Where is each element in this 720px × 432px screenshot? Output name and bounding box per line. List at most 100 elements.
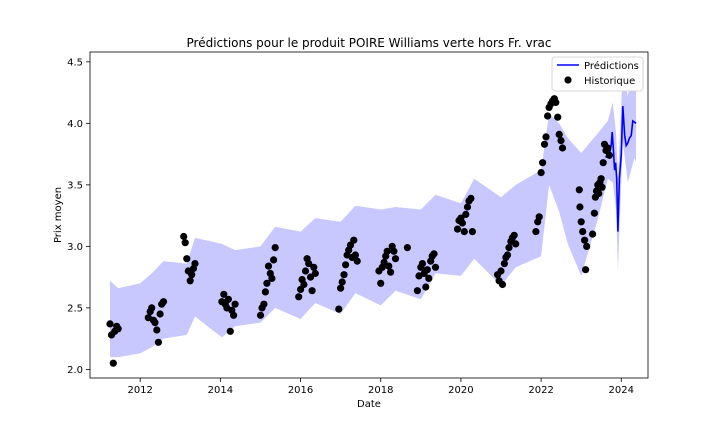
history-point [463, 203, 472, 211]
history-point [595, 189, 603, 198]
history-point [114, 325, 122, 333]
history-point [498, 280, 507, 289]
history-point [256, 311, 265, 319]
history-point [263, 279, 271, 287]
history-point [351, 251, 359, 259]
history-point [181, 239, 189, 247]
history-point [577, 218, 585, 226]
history-point [590, 209, 599, 217]
history-point [542, 133, 550, 141]
history-point [335, 305, 343, 313]
history-point [106, 320, 114, 328]
legend-label-predictions: Prédictions [584, 60, 639, 72]
history-point [555, 130, 563, 138]
history-point [390, 247, 398, 255]
prediction-line [605, 106, 637, 232]
history-point [191, 260, 199, 268]
history-point [310, 263, 318, 271]
history-point [180, 232, 188, 241]
history-point [300, 280, 308, 289]
history-point [539, 159, 547, 167]
history-point [403, 244, 411, 252]
history-point [387, 268, 395, 276]
x-tick-label: 2022 [528, 385, 553, 396]
history-point [264, 262, 273, 270]
history-point [377, 279, 385, 287]
history-point [305, 260, 313, 268]
x-tick-label: 2024 [609, 385, 634, 396]
y-axis-title: Prix moyen [53, 187, 64, 243]
history-point [109, 359, 117, 367]
history-point [220, 290, 228, 298]
history-point [558, 144, 567, 152]
history-point [353, 257, 361, 265]
history-point [261, 288, 269, 296]
y-tick-label: 4.5 [67, 57, 83, 68]
history-point [605, 151, 614, 159]
history-point [153, 326, 161, 334]
history-point [582, 266, 590, 274]
history-point [159, 298, 168, 306]
history-point [604, 144, 612, 152]
history-point [453, 225, 462, 233]
history-point [579, 228, 587, 236]
history-point [385, 262, 393, 270]
history-point [597, 175, 605, 183]
history-point [154, 338, 162, 346]
history-point [552, 98, 560, 106]
history-point [512, 240, 520, 248]
history-point [230, 311, 238, 319]
history-point [581, 236, 589, 244]
y-tick-label: 3.5 [67, 180, 83, 191]
history-point [425, 274, 433, 282]
y-tick-label: 4.0 [67, 119, 83, 130]
history-point [311, 269, 319, 277]
history-point [599, 159, 607, 167]
history-point [156, 310, 164, 318]
x-tick-label: 2018 [368, 385, 393, 396]
history-point [500, 260, 508, 268]
history-point [308, 287, 316, 295]
history-point [557, 137, 565, 145]
legend: Prédictions Historique [551, 56, 644, 92]
history-point [430, 250, 438, 258]
history-point [598, 183, 606, 191]
y-tick-label: 3.0 [67, 242, 83, 253]
history-point [497, 267, 505, 275]
history-point [505, 244, 513, 252]
history-point [460, 228, 468, 236]
history-point [503, 251, 512, 259]
history-point [337, 284, 345, 292]
history-point [188, 271, 196, 279]
history-point [422, 283, 430, 291]
history-point [431, 263, 440, 271]
history-point [467, 194, 475, 202]
history-point [423, 266, 431, 274]
history-point [413, 287, 421, 295]
history-point [468, 228, 476, 236]
history-point [383, 247, 391, 255]
history-point [350, 236, 358, 244]
history-point [418, 260, 426, 268]
history-point [148, 304, 156, 312]
history-point [589, 230, 597, 238]
history-point [151, 319, 159, 327]
y-axis-ticks: 2.0 2.5 3.0 3.5 4.0 4.5 [67, 57, 90, 376]
x-tick-label: 2020 [448, 385, 473, 396]
history-point [544, 112, 552, 120]
history-point [186, 277, 194, 285]
history-point [391, 255, 400, 263]
x-tick-label: 2012 [127, 385, 152, 396]
y-tick-label: 2.0 [67, 365, 83, 376]
history-point [575, 186, 583, 194]
history-point [270, 256, 278, 264]
history-point [554, 113, 562, 121]
history-point [532, 228, 540, 236]
x-tick-label: 2014 [208, 385, 233, 396]
history-point [271, 244, 279, 252]
history-point [576, 203, 584, 211]
history-point [338, 278, 346, 286]
plot-area [106, 54, 637, 367]
history-point [342, 261, 350, 269]
